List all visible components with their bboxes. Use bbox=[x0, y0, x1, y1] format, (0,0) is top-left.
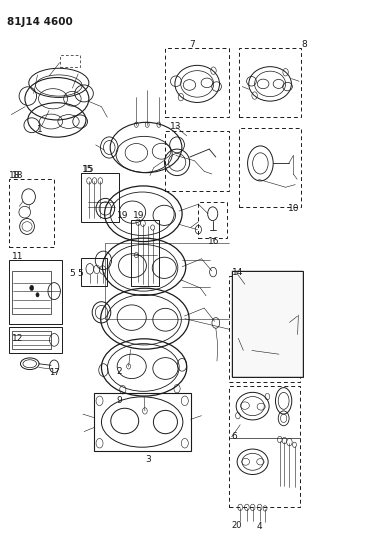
Bar bbox=[131, 220, 159, 286]
Bar bbox=[81, 173, 119, 222]
Text: 15: 15 bbox=[83, 165, 95, 174]
Text: 16: 16 bbox=[208, 237, 219, 246]
Text: 19: 19 bbox=[133, 212, 144, 220]
Text: 5: 5 bbox=[77, 269, 83, 278]
Text: 18: 18 bbox=[9, 171, 20, 180]
Text: 8: 8 bbox=[302, 39, 308, 49]
Text: 5: 5 bbox=[70, 269, 75, 278]
Text: 12: 12 bbox=[12, 334, 23, 343]
Text: 17: 17 bbox=[49, 368, 60, 377]
Text: 81J14 4600: 81J14 4600 bbox=[7, 17, 72, 27]
Text: 6: 6 bbox=[232, 432, 237, 441]
Bar bbox=[12, 331, 51, 350]
Bar bbox=[230, 276, 300, 382]
Text: 3: 3 bbox=[145, 455, 151, 464]
Text: 18: 18 bbox=[12, 171, 24, 180]
Bar bbox=[60, 55, 80, 67]
Bar bbox=[233, 271, 303, 377]
Text: 7: 7 bbox=[189, 39, 195, 49]
Bar bbox=[239, 128, 301, 207]
Bar bbox=[95, 393, 191, 451]
Bar bbox=[230, 386, 300, 507]
Bar bbox=[9, 179, 54, 247]
Bar bbox=[165, 49, 230, 117]
Bar bbox=[9, 261, 61, 324]
Text: 19: 19 bbox=[117, 212, 129, 220]
Text: 4: 4 bbox=[257, 522, 263, 531]
Text: 9: 9 bbox=[116, 396, 122, 405]
Text: 20: 20 bbox=[231, 521, 242, 530]
Text: 13: 13 bbox=[170, 123, 181, 131]
Bar bbox=[239, 49, 301, 117]
Text: 1: 1 bbox=[37, 125, 42, 134]
Text: 14: 14 bbox=[232, 268, 243, 277]
Text: 10: 10 bbox=[287, 205, 299, 214]
Text: 2: 2 bbox=[116, 367, 122, 376]
Bar bbox=[9, 327, 61, 353]
Bar bbox=[198, 202, 228, 238]
Text: 15: 15 bbox=[82, 165, 94, 174]
Bar bbox=[165, 131, 230, 191]
Circle shape bbox=[30, 285, 33, 290]
Bar bbox=[81, 259, 107, 286]
Circle shape bbox=[36, 293, 39, 297]
Bar bbox=[12, 271, 51, 314]
Text: 11: 11 bbox=[12, 252, 23, 261]
Bar bbox=[233, 271, 303, 377]
